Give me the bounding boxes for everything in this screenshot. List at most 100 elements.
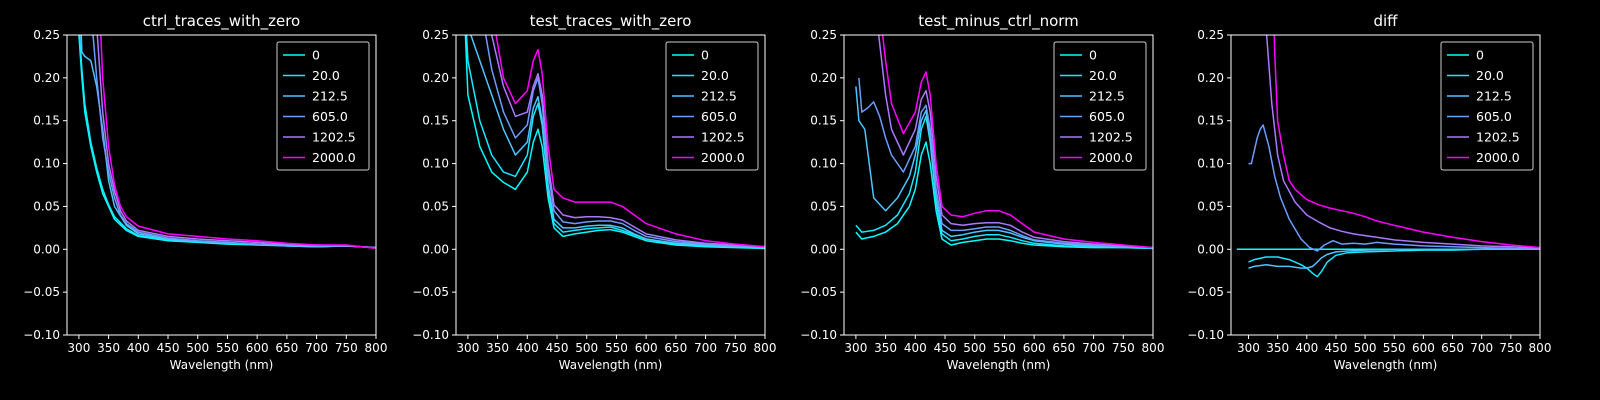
legend-label: 20.0	[1089, 68, 1117, 83]
x-tick-label: 300	[67, 341, 90, 355]
legend-label: 0	[1476, 48, 1484, 63]
plot-frame	[66, 34, 377, 336]
x-tick-label: 350	[97, 341, 120, 355]
chart-panel-3: 300 350 400 450 500 550 600 650 700 750 800 −0.10 −0…	[1187, 12, 1552, 372]
chart-panel-0: 300 350 400 450 500 550 600 650 700 750 800 −0.10 −0…	[23, 12, 388, 372]
x-tick-label: 400	[127, 341, 150, 355]
legend: 0 20.0 212.5 605.0 1202.5 2000.0	[276, 41, 370, 171]
legend-label: 212.5	[1089, 89, 1125, 104]
legend-label: 20.0	[1476, 68, 1504, 83]
x-tick-label: 800	[365, 341, 388, 355]
series-line-2	[80, 35, 376, 249]
series-line-3	[92, 35, 376, 249]
x-tick-label: 450	[546, 341, 569, 355]
y-tick-label: 0.00	[33, 242, 60, 256]
series-line-4	[1265, 35, 1540, 250]
y-tick-label: 0.25	[810, 28, 837, 42]
y-tick-label: −0.05	[23, 285, 60, 299]
plot-frame	[843, 34, 1154, 336]
y-tick-label: 0.10	[810, 157, 837, 171]
y-tick-label: 0.10	[422, 157, 449, 171]
x-tick-label: 750	[335, 341, 358, 355]
chart-title: diff	[1373, 12, 1398, 30]
x-tick-label: 500	[186, 341, 209, 355]
x-axis-label: Wavelength (nm)	[947, 358, 1051, 372]
y-tick-label: −0.10	[800, 328, 837, 342]
x-axis-label: Wavelength (nm)	[559, 358, 663, 372]
legend-label: 605.0	[1089, 109, 1125, 124]
y-tick-label: 0.25	[422, 28, 449, 42]
series-line-3	[858, 77, 1153, 249]
x-tick-label: 500	[1354, 341, 1377, 355]
legend-label: 605.0	[312, 109, 348, 124]
x-tick-label: 400	[1295, 341, 1318, 355]
x-tick-label: 300	[1237, 341, 1260, 355]
chart-title: ctrl_traces_with_zero	[143, 12, 300, 31]
legend: 0 20.0 212.5 605.0 1202.5 2000.0	[1440, 41, 1534, 171]
x-tick-label: 300	[456, 341, 479, 355]
x-tick-label: 800	[1529, 341, 1552, 355]
series-line-0	[855, 141, 1153, 250]
y-tick-label: 0.05	[33, 199, 60, 213]
legend-label: 2000.0	[1476, 150, 1520, 165]
chart-title: test_minus_ctrl_norm	[918, 12, 1079, 31]
legend-label: 0	[312, 48, 320, 63]
x-axis-label: Wavelength (nm)	[1334, 358, 1438, 372]
x-tick-label: 550	[605, 341, 628, 355]
x-tick-label: 400	[904, 341, 927, 355]
plot-frame	[1230, 34, 1541, 336]
x-tick-label: 650	[275, 341, 298, 355]
y-tick-label: −0.05	[1187, 285, 1224, 299]
x-tick-label: 700	[1082, 341, 1105, 355]
x-tick-label: 400	[516, 341, 539, 355]
legend-label: 1202.5	[1089, 130, 1133, 145]
x-tick-label: 600	[1412, 341, 1435, 355]
x-tick-label: 350	[486, 341, 509, 355]
legend-label: 0	[701, 48, 709, 63]
legend-label: 2000.0	[1089, 150, 1133, 165]
series-line-4	[877, 35, 1153, 249]
series-line-5	[495, 35, 765, 248]
x-tick-label: 350	[1266, 341, 1289, 355]
legend-box	[665, 41, 759, 171]
y-tick-label: −0.10	[23, 328, 60, 342]
legend-label: 1202.5	[312, 130, 356, 145]
x-tick-label: 500	[575, 341, 598, 355]
legend-label: 212.5	[1476, 89, 1512, 104]
y-tick-label: 0.25	[33, 28, 60, 42]
x-tick-label: 550	[1383, 341, 1406, 355]
legend-label: 2000.0	[312, 150, 356, 165]
y-tick-label: 0.15	[422, 114, 449, 128]
y-tick-label: 0.25	[1197, 28, 1224, 42]
legend: 0 20.0 212.5 605.0 1202.5 2000.0	[1053, 41, 1147, 171]
x-tick-label: 800	[1142, 341, 1165, 355]
legend: 0 20.0 212.5 605.0 1202.5 2000.0	[665, 41, 759, 171]
y-tick-label: 0.00	[422, 242, 449, 256]
x-tick-label: 550	[216, 341, 239, 355]
series-line-3	[1248, 124, 1540, 252]
y-tick-label: −0.10	[1187, 328, 1224, 342]
x-tick-label: 350	[874, 341, 897, 355]
series-line-5	[1273, 35, 1540, 249]
y-tick-label: 0.15	[1197, 114, 1224, 128]
legend-label: 605.0	[1476, 109, 1512, 124]
x-tick-label: 300	[844, 341, 867, 355]
series-line-3	[484, 35, 765, 248]
x-tick-label: 600	[246, 341, 269, 355]
legend-label: 20.0	[312, 68, 340, 83]
series-line-1	[855, 115, 1153, 250]
y-tick-label: 0.05	[422, 199, 449, 213]
legend-label: 1202.5	[701, 130, 745, 145]
series-line-0	[464, 35, 765, 250]
x-tick-label: 600	[1023, 341, 1046, 355]
legend-label: 2000.0	[701, 150, 745, 165]
series-line-1	[1248, 248, 1540, 278]
series-line-2	[470, 35, 765, 249]
legend-label: 20.0	[701, 68, 729, 83]
legend-label: 605.0	[701, 109, 737, 124]
x-tick-label: 500	[963, 341, 986, 355]
x-tick-label: 700	[1470, 341, 1493, 355]
legend-label: 212.5	[701, 89, 737, 104]
y-tick-label: 0.15	[810, 114, 837, 128]
legend-label: 1202.5	[1476, 130, 1520, 145]
